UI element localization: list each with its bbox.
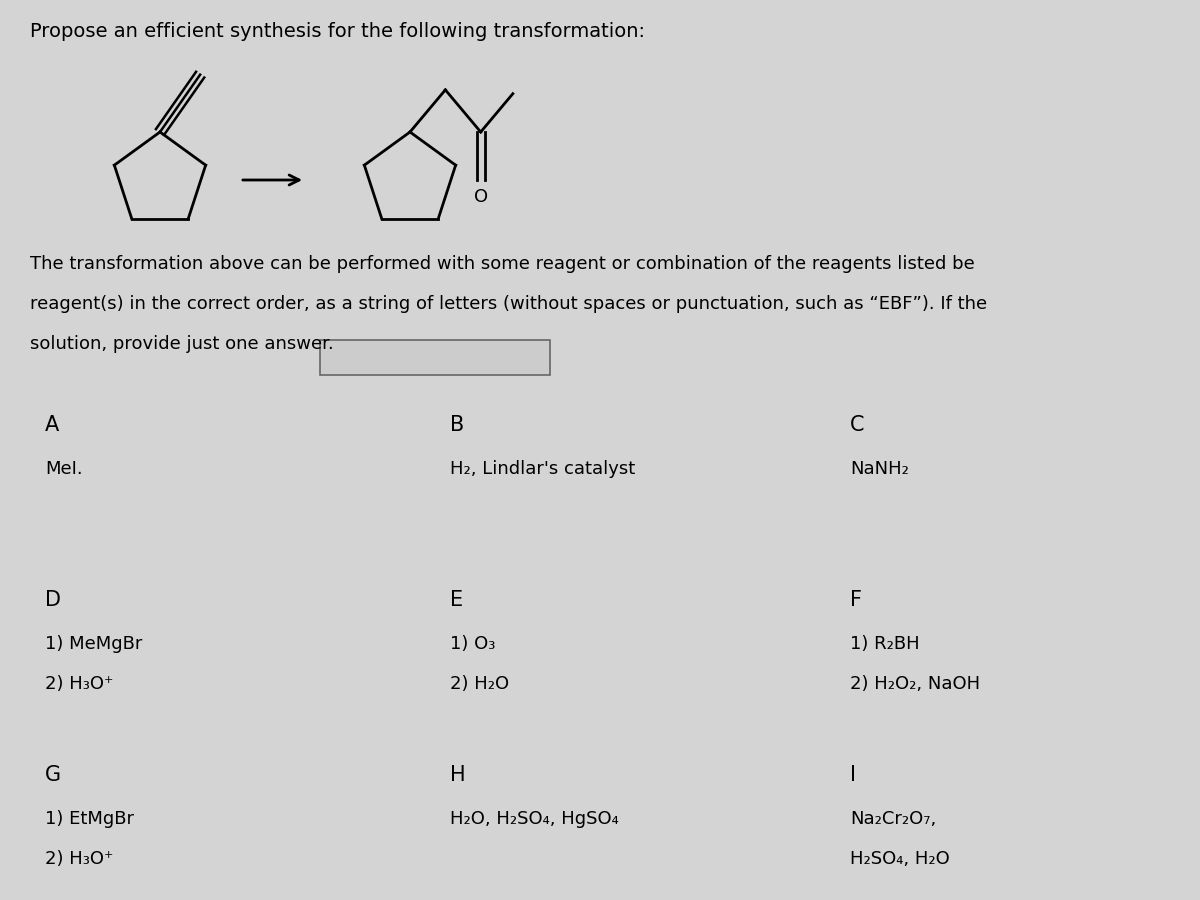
Text: C: C xyxy=(850,415,864,435)
Text: MeI.: MeI. xyxy=(46,460,83,478)
Text: H₂SO₄, H₂O: H₂SO₄, H₂O xyxy=(850,850,949,868)
Text: 2) H₃O⁺: 2) H₃O⁺ xyxy=(46,675,113,693)
Text: solution, provide just one answer.: solution, provide just one answer. xyxy=(30,335,334,353)
Text: 1) EtMgBr: 1) EtMgBr xyxy=(46,810,134,828)
Text: 1) MeMgBr: 1) MeMgBr xyxy=(46,635,143,653)
Text: reagent(s) in the correct order, as a string of letters (without spaces or punct: reagent(s) in the correct order, as a st… xyxy=(30,295,988,313)
Text: NaNH₂: NaNH₂ xyxy=(850,460,908,478)
Text: B: B xyxy=(450,415,464,435)
Text: Propose an efficient synthesis for the following transformation:: Propose an efficient synthesis for the f… xyxy=(30,22,646,41)
Text: H₂O, H₂SO₄, HgSO₄: H₂O, H₂SO₄, HgSO₄ xyxy=(450,810,619,828)
Text: F: F xyxy=(850,590,862,610)
Text: 1) R₂BH: 1) R₂BH xyxy=(850,635,919,653)
Text: 2) H₂O₂, NaOH: 2) H₂O₂, NaOH xyxy=(850,675,980,693)
Text: H: H xyxy=(450,765,466,785)
Text: I: I xyxy=(850,765,856,785)
Text: 1) O₃: 1) O₃ xyxy=(450,635,496,653)
Text: The transformation above can be performed with some reagent or combination of th: The transformation above can be performe… xyxy=(30,255,974,273)
Text: H₂, Lindlar's catalyst: H₂, Lindlar's catalyst xyxy=(450,460,635,478)
Text: G: G xyxy=(46,765,61,785)
Text: 2) H₃O⁺: 2) H₃O⁺ xyxy=(46,850,113,868)
Text: A: A xyxy=(46,415,59,435)
Text: 2) H₂O: 2) H₂O xyxy=(450,675,509,693)
FancyBboxPatch shape xyxy=(320,340,550,375)
Text: Na₂Cr₂O₇,: Na₂Cr₂O₇, xyxy=(850,810,936,828)
Text: E: E xyxy=(450,590,463,610)
Text: D: D xyxy=(46,590,61,610)
Text: O: O xyxy=(474,188,487,206)
